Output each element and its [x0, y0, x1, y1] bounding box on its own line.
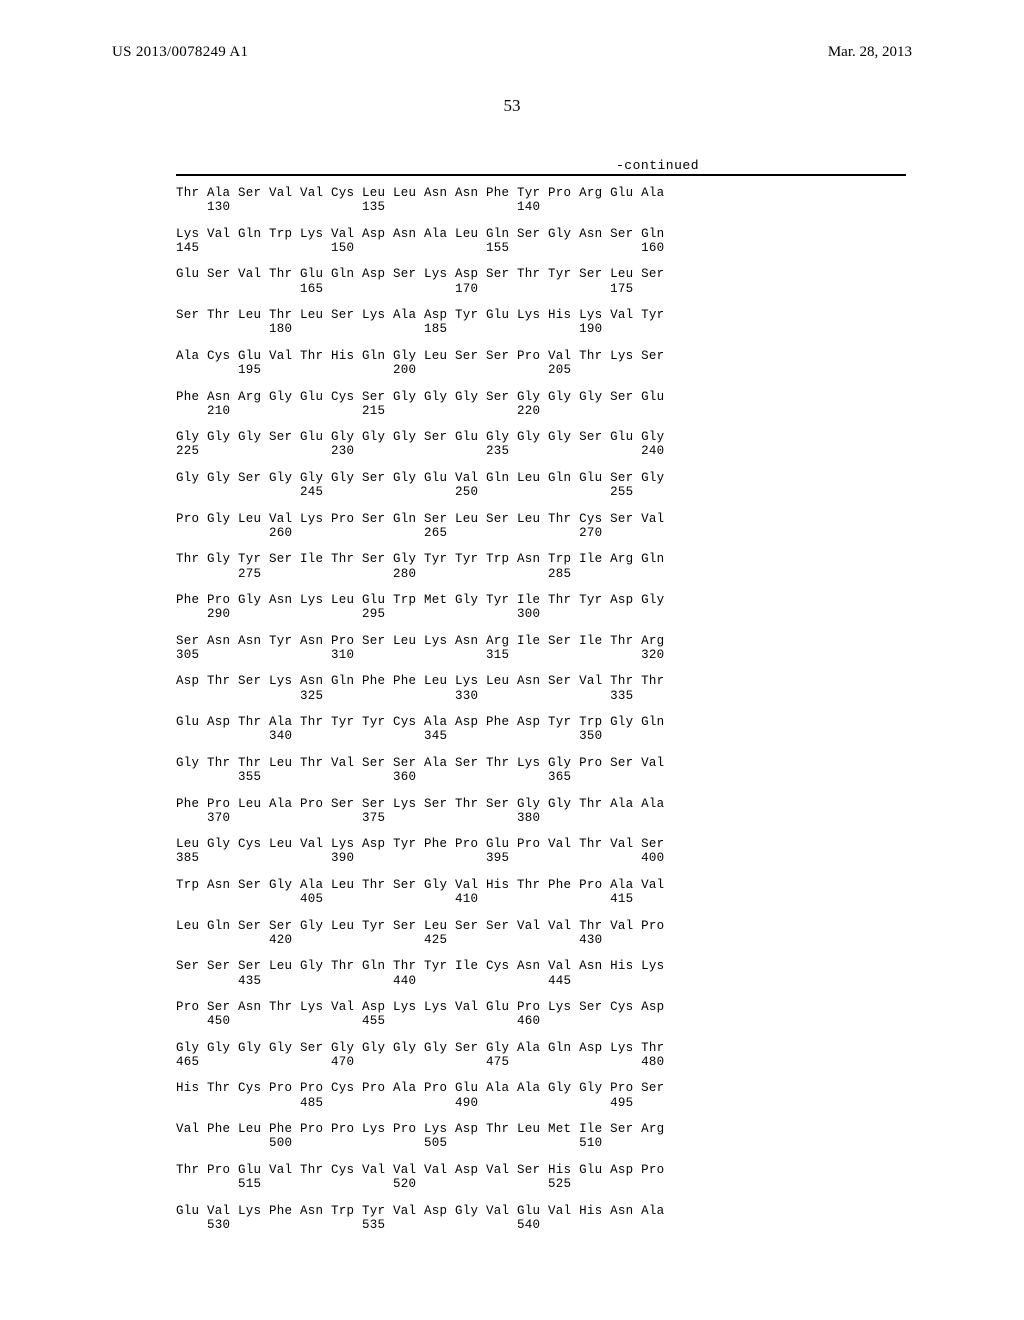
sequence-group: Pro Ser Asn Thr Lys Val Asp Lys Lys Val …	[176, 1000, 906, 1028]
sequence-group: Gly Gly Ser Gly Gly Gly Ser Gly Glu Val …	[176, 471, 906, 499]
sequence-group: Thr Gly Tyr Ser Ile Thr Ser Gly Tyr Tyr …	[176, 552, 906, 580]
position-number-line: 385 390 395 400	[176, 851, 906, 865]
position-number-line: 420 425 430	[176, 933, 906, 947]
amino-acid-line: Phe Pro Gly Asn Lys Leu Glu Trp Met Gly …	[176, 593, 906, 607]
sequence-group: Ser Ser Ser Leu Gly Thr Gln Thr Tyr Ile …	[176, 959, 906, 987]
position-number-line: 130 135 140	[176, 200, 906, 214]
amino-acid-line: Leu Gln Ser Ser Gly Leu Tyr Ser Leu Ser …	[176, 919, 906, 933]
sequence-group: Phe Asn Arg Gly Glu Cys Ser Gly Gly Gly …	[176, 390, 906, 418]
sequence-group: Phe Pro Gly Asn Lys Leu Glu Trp Met Gly …	[176, 593, 906, 621]
amino-acid-line: Glu Asp Thr Ala Thr Tyr Tyr Cys Ala Asp …	[176, 715, 906, 729]
amino-acid-line: Glu Ser Val Thr Glu Gln Asp Ser Lys Asp …	[176, 267, 906, 281]
amino-acid-line: Ser Ser Ser Leu Gly Thr Gln Thr Tyr Ile …	[176, 959, 906, 973]
sequence-group: Trp Asn Ser Gly Ala Leu Thr Ser Gly Val …	[176, 878, 906, 906]
sequence-group: Val Phe Leu Phe Pro Pro Lys Pro Lys Asp …	[176, 1122, 906, 1150]
position-number-line: 355 360 365	[176, 770, 906, 784]
position-number-line: 500 505 510	[176, 1136, 906, 1150]
position-number-line: 435 440 445	[176, 974, 906, 988]
sequence-group: Gly Gly Gly Ser Glu Gly Gly Gly Ser Glu …	[176, 430, 906, 458]
sequence-group: His Thr Cys Pro Pro Cys Pro Ala Pro Glu …	[176, 1081, 906, 1109]
amino-acid-line: Pro Gly Leu Val Lys Pro Ser Gln Ser Leu …	[176, 512, 906, 526]
position-number-line: 485 490 495	[176, 1096, 906, 1110]
publication-date: Mar. 28, 2013	[828, 44, 912, 61]
amino-acid-line: Thr Gly Tyr Ser Ile Thr Ser Gly Tyr Tyr …	[176, 552, 906, 566]
sequence-group: Gly Gly Gly Gly Ser Gly Gly Gly Gly Ser …	[176, 1041, 906, 1069]
amino-acid-line: Phe Pro Leu Ala Pro Ser Ser Lys Ser Thr …	[176, 797, 906, 811]
position-number-line: 305 310 315 320	[176, 648, 906, 662]
amino-acid-line: Asp Thr Ser Lys Asn Gln Phe Phe Leu Lys …	[176, 674, 906, 688]
amino-acid-line: Ala Cys Glu Val Thr His Gln Gly Leu Ser …	[176, 349, 906, 363]
sequence-group: Thr Pro Glu Val Thr Cys Val Val Val Asp …	[176, 1163, 906, 1191]
amino-acid-line: Gly Gly Gly Gly Ser Gly Gly Gly Gly Ser …	[176, 1041, 906, 1055]
sequence-group: Lys Val Gln Trp Lys Val Asp Asn Ala Leu …	[176, 227, 906, 255]
sequence-listing: Thr Ala Ser Val Val Cys Leu Leu Asn Asn …	[176, 186, 906, 1244]
amino-acid-line: Lys Val Gln Trp Lys Val Asp Asn Ala Leu …	[176, 227, 906, 241]
position-number-line: 405 410 415	[176, 892, 906, 906]
position-number-line: 515 520 525	[176, 1177, 906, 1191]
amino-acid-line: Leu Gly Cys Leu Val Lys Asp Tyr Phe Pro …	[176, 837, 906, 851]
page: US 2013/0078249 A1 Mar. 28, 2013 53 -con…	[0, 0, 1024, 1320]
amino-acid-line: Ser Thr Leu Thr Leu Ser Lys Ala Asp Tyr …	[176, 308, 906, 322]
amino-acid-line: Gly Gly Ser Gly Gly Gly Ser Gly Glu Val …	[176, 471, 906, 485]
sequence-group: Thr Ala Ser Val Val Cys Leu Leu Asn Asn …	[176, 186, 906, 214]
amino-acid-line: Ser Asn Asn Tyr Asn Pro Ser Leu Lys Asn …	[176, 634, 906, 648]
amino-acid-line: Gly Gly Gly Ser Glu Gly Gly Gly Ser Glu …	[176, 430, 906, 444]
sequence-group: Ser Thr Leu Thr Leu Ser Lys Ala Asp Tyr …	[176, 308, 906, 336]
patent-number: US 2013/0078249 A1	[112, 44, 248, 61]
amino-acid-line: His Thr Cys Pro Pro Cys Pro Ala Pro Glu …	[176, 1081, 906, 1095]
horizontal-rule	[176, 174, 906, 176]
position-number-line: 370 375 380	[176, 811, 906, 825]
position-number-line: 225 230 235 240	[176, 444, 906, 458]
amino-acid-line: Thr Ala Ser Val Val Cys Leu Leu Asn Asn …	[176, 186, 906, 200]
continued-label: -continued	[616, 158, 699, 173]
sequence-group: Ser Asn Asn Tyr Asn Pro Ser Leu Lys Asn …	[176, 634, 906, 662]
sequence-group: Gly Thr Thr Leu Thr Val Ser Ser Ala Ser …	[176, 756, 906, 784]
position-number-line: 180 185 190	[176, 322, 906, 336]
amino-acid-line: Val Phe Leu Phe Pro Pro Lys Pro Lys Asp …	[176, 1122, 906, 1136]
amino-acid-line: Thr Pro Glu Val Thr Cys Val Val Val Asp …	[176, 1163, 906, 1177]
position-number-line: 325 330 335	[176, 689, 906, 703]
sequence-group: Glu Val Lys Phe Asn Trp Tyr Val Asp Gly …	[176, 1204, 906, 1232]
amino-acid-line: Phe Asn Arg Gly Glu Cys Ser Gly Gly Gly …	[176, 390, 906, 404]
position-number-line: 290 295 300	[176, 607, 906, 621]
position-number-line: 165 170 175	[176, 282, 906, 296]
sequence-group: Ala Cys Glu Val Thr His Gln Gly Leu Ser …	[176, 349, 906, 377]
amino-acid-line: Trp Asn Ser Gly Ala Leu Thr Ser Gly Val …	[176, 878, 906, 892]
position-number-line: 450 455 460	[176, 1014, 906, 1028]
amino-acid-line: Gly Thr Thr Leu Thr Val Ser Ser Ala Ser …	[176, 756, 906, 770]
amino-acid-line: Glu Val Lys Phe Asn Trp Tyr Val Asp Gly …	[176, 1204, 906, 1218]
sequence-group: Phe Pro Leu Ala Pro Ser Ser Lys Ser Thr …	[176, 797, 906, 825]
position-number-line: 275 280 285	[176, 567, 906, 581]
sequence-group: Leu Gln Ser Ser Gly Leu Tyr Ser Leu Ser …	[176, 919, 906, 947]
position-number-line: 260 265 270	[176, 526, 906, 540]
sequence-group: Glu Asp Thr Ala Thr Tyr Tyr Cys Ala Asp …	[176, 715, 906, 743]
position-number-line: 530 535 540	[176, 1218, 906, 1232]
position-number-line: 195 200 205	[176, 363, 906, 377]
position-number-line: 465 470 475 480	[176, 1055, 906, 1069]
sequence-group: Glu Ser Val Thr Glu Gln Asp Ser Lys Asp …	[176, 267, 906, 295]
position-number-line: 340 345 350	[176, 729, 906, 743]
amino-acid-line: Pro Ser Asn Thr Lys Val Asp Lys Lys Val …	[176, 1000, 906, 1014]
sequence-group: Pro Gly Leu Val Lys Pro Ser Gln Ser Leu …	[176, 512, 906, 540]
position-number-line: 245 250 255	[176, 485, 906, 499]
sequence-group: Leu Gly Cys Leu Val Lys Asp Tyr Phe Pro …	[176, 837, 906, 865]
position-number-line: 210 215 220	[176, 404, 906, 418]
page-number: 53	[0, 96, 1024, 116]
sequence-group: Asp Thr Ser Lys Asn Gln Phe Phe Leu Lys …	[176, 674, 906, 702]
position-number-line: 145 150 155 160	[176, 241, 906, 255]
